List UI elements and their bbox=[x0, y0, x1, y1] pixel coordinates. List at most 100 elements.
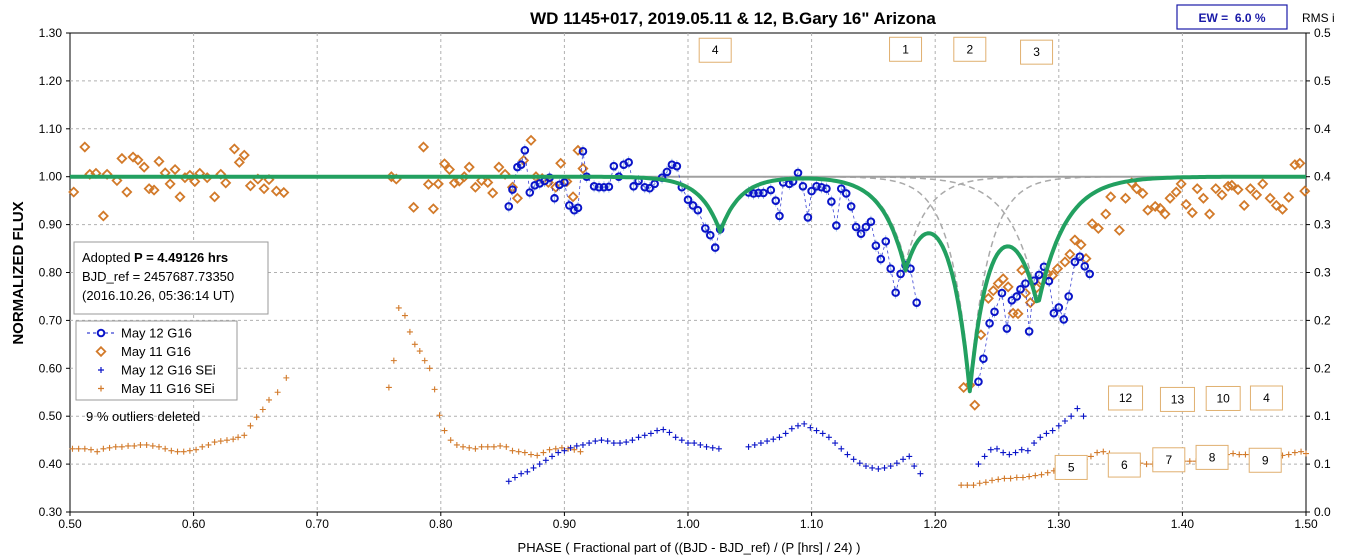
data-point bbox=[979, 354, 988, 364]
data-point bbox=[599, 182, 609, 192]
y2-tick-label: 0.5 bbox=[1314, 74, 1331, 88]
data-point bbox=[1216, 189, 1228, 201]
data-point bbox=[964, 482, 971, 489]
data-point bbox=[803, 213, 813, 222]
data-point bbox=[1043, 430, 1050, 437]
dip-label: 5 bbox=[1054, 454, 1088, 480]
data-point bbox=[1012, 292, 1022, 301]
data-point bbox=[869, 464, 876, 471]
data-point bbox=[788, 425, 795, 432]
data-point bbox=[169, 163, 181, 176]
outliers-note: 9 % outliers deleted bbox=[86, 409, 200, 424]
data-point bbox=[1210, 183, 1222, 195]
data-point bbox=[685, 440, 691, 447]
dip-label: 4 bbox=[1249, 385, 1283, 411]
data-point bbox=[807, 424, 814, 431]
legend: May 12 G16 May 11 G16 May 12 G16 SEi May 11… bbox=[75, 320, 238, 401]
data-point bbox=[186, 447, 193, 454]
y-tick-label: 0.80 bbox=[39, 266, 63, 280]
data-point bbox=[1012, 449, 1019, 456]
data-point bbox=[1021, 279, 1030, 288]
legend-entry-2: May 11 G16 bbox=[95, 344, 191, 359]
data-point bbox=[817, 182, 826, 192]
data-point bbox=[974, 377, 983, 387]
y-tick-label: 0.50 bbox=[39, 409, 63, 423]
data-point bbox=[1013, 474, 1020, 481]
data-point bbox=[550, 181, 562, 193]
data-point bbox=[893, 460, 900, 467]
data-point bbox=[509, 447, 516, 454]
data-point bbox=[1303, 450, 1309, 457]
dip-label-box bbox=[1152, 447, 1186, 473]
data-point bbox=[1244, 183, 1256, 195]
data-point bbox=[199, 443, 206, 450]
data-point bbox=[812, 181, 821, 191]
y2-tick-label: 0.1 bbox=[1314, 457, 1331, 471]
x-tick-label: 1.10 bbox=[800, 517, 824, 531]
dip-label-text: 4 bbox=[712, 43, 719, 57]
data-point bbox=[819, 430, 826, 437]
data-point bbox=[771, 196, 781, 205]
y2-tick-label: 0.5 bbox=[1314, 26, 1331, 40]
data-point bbox=[1226, 179, 1238, 191]
data-point bbox=[1037, 434, 1044, 441]
data-point bbox=[683, 195, 693, 204]
data-point bbox=[1119, 192, 1132, 204]
data-point bbox=[416, 348, 423, 355]
data-point bbox=[1002, 281, 1014, 293]
data-point bbox=[989, 477, 996, 484]
dip-label-text: 5 bbox=[1068, 460, 1075, 474]
data-point bbox=[1186, 458, 1193, 465]
data-point bbox=[757, 440, 764, 447]
data-point bbox=[211, 439, 218, 446]
data-point bbox=[609, 161, 619, 171]
data-point bbox=[1142, 204, 1154, 216]
data-point bbox=[654, 427, 661, 434]
data-point bbox=[641, 432, 648, 439]
x-tick-label: 1.30 bbox=[1047, 517, 1071, 531]
data-point bbox=[1170, 186, 1182, 198]
data-point bbox=[577, 448, 584, 455]
data-point bbox=[871, 241, 881, 250]
ew-box: EW = 6.0 % bbox=[1176, 4, 1288, 30]
dip-label: 13 bbox=[1159, 386, 1195, 412]
data-point bbox=[981, 453, 988, 460]
data-point bbox=[1070, 257, 1080, 267]
data-point bbox=[592, 438, 599, 445]
data-point bbox=[881, 464, 888, 471]
x-tick-label: 1.40 bbox=[1171, 517, 1195, 531]
data-point bbox=[127, 151, 139, 163]
dip-label-box bbox=[1159, 386, 1195, 412]
data-point bbox=[782, 430, 789, 437]
data-point bbox=[604, 438, 611, 445]
data-point bbox=[1299, 185, 1311, 197]
data-point bbox=[508, 185, 517, 194]
dip-label-text: 4 bbox=[1263, 391, 1270, 405]
data-point bbox=[247, 422, 254, 429]
legend-marker bbox=[98, 367, 104, 373]
data-point bbox=[844, 451, 851, 458]
data-point bbox=[623, 439, 630, 446]
data-point bbox=[838, 445, 845, 452]
data-point bbox=[1044, 469, 1051, 476]
data-point bbox=[448, 177, 460, 189]
dip-label-box bbox=[953, 36, 987, 62]
dip-label-text: 3 bbox=[1033, 45, 1040, 59]
data-point bbox=[573, 203, 583, 213]
ew-box-frame bbox=[1176, 4, 1288, 30]
data-point bbox=[1175, 178, 1187, 190]
info-line-2: BJD_ref = 2457687.73350 bbox=[82, 269, 234, 284]
data-point bbox=[131, 442, 138, 449]
data-point bbox=[79, 141, 91, 153]
data-point bbox=[1054, 303, 1064, 312]
data-point bbox=[493, 161, 505, 173]
dip-label: 10 bbox=[1205, 385, 1241, 411]
data-point bbox=[1204, 208, 1216, 220]
data-point bbox=[447, 437, 454, 444]
data-point bbox=[524, 468, 531, 475]
data-point bbox=[1291, 449, 1298, 456]
data-point bbox=[1034, 270, 1044, 280]
data-point bbox=[1164, 192, 1176, 204]
data-point bbox=[666, 429, 673, 436]
data-point bbox=[798, 181, 808, 191]
